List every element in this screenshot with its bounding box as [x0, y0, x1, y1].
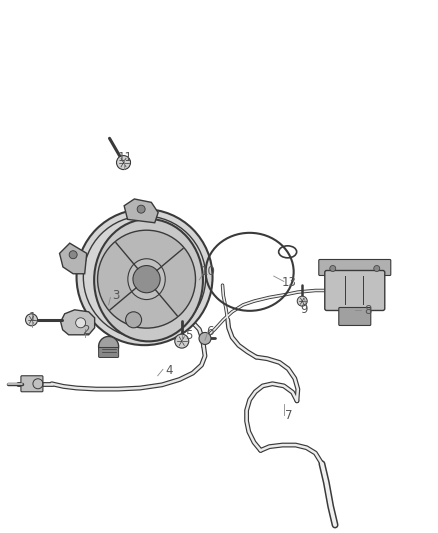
- Text: 10: 10: [201, 265, 215, 278]
- Circle shape: [199, 333, 211, 344]
- FancyBboxPatch shape: [325, 270, 385, 311]
- Circle shape: [297, 296, 307, 306]
- Circle shape: [117, 156, 131, 169]
- Circle shape: [330, 265, 336, 271]
- Text: 8: 8: [364, 304, 371, 317]
- Circle shape: [99, 336, 119, 357]
- Polygon shape: [124, 199, 158, 223]
- Circle shape: [77, 209, 212, 345]
- Text: 2: 2: [81, 324, 89, 337]
- Text: 5: 5: [185, 329, 192, 342]
- Circle shape: [76, 318, 86, 328]
- Text: 4: 4: [165, 364, 173, 377]
- FancyBboxPatch shape: [21, 376, 43, 392]
- Circle shape: [137, 205, 145, 213]
- FancyBboxPatch shape: [319, 260, 391, 276]
- Text: 11: 11: [117, 151, 132, 164]
- Text: 7: 7: [285, 409, 293, 422]
- FancyBboxPatch shape: [339, 308, 371, 326]
- Polygon shape: [60, 243, 87, 274]
- Circle shape: [25, 314, 38, 326]
- Text: 13: 13: [282, 276, 297, 289]
- Ellipse shape: [128, 259, 165, 300]
- Polygon shape: [60, 310, 95, 335]
- Text: 6: 6: [206, 325, 214, 338]
- Circle shape: [126, 312, 141, 328]
- Circle shape: [374, 265, 380, 271]
- Circle shape: [133, 265, 160, 293]
- Circle shape: [69, 251, 77, 259]
- FancyBboxPatch shape: [99, 348, 119, 358]
- Circle shape: [175, 334, 189, 348]
- Text: 1: 1: [29, 311, 37, 324]
- Text: 3: 3: [113, 289, 120, 302]
- Circle shape: [98, 230, 195, 328]
- Ellipse shape: [94, 219, 203, 341]
- Text: 9: 9: [300, 303, 308, 316]
